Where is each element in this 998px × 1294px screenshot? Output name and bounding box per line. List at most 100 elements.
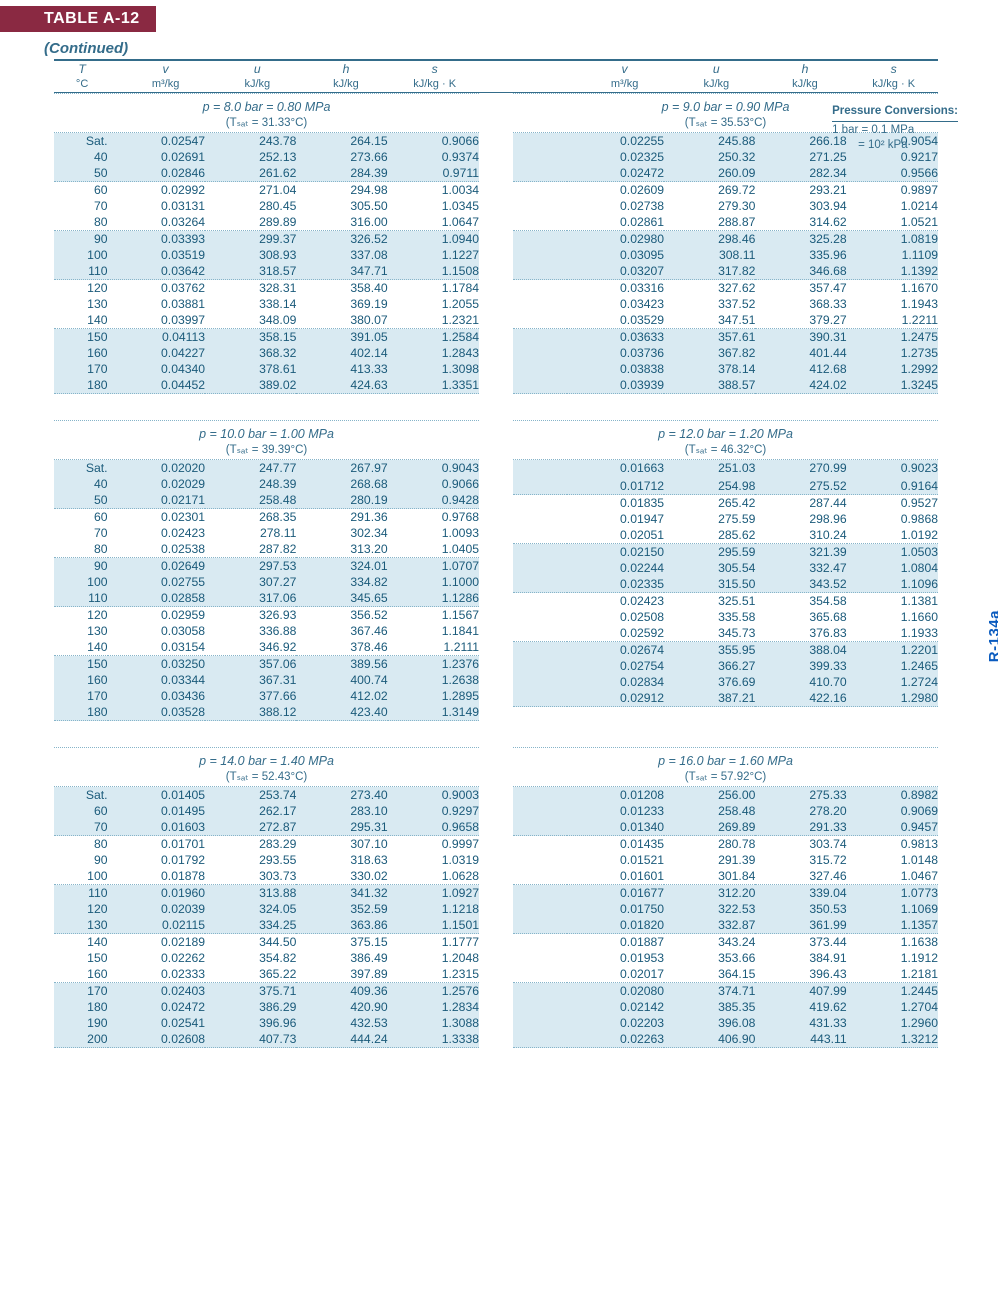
table-row: 0.03316327.62357.471.1670 xyxy=(513,280,938,297)
table-row: 1200.02039324.05352.591.1218 xyxy=(54,901,479,917)
table-row: 1200.02959326.93356.521.1567 xyxy=(54,607,479,624)
table-row: 0.02861288.87314.621.0521 xyxy=(513,214,938,231)
table-row: 0.01340269.89291.330.9457 xyxy=(513,819,938,836)
table-row: 1000.01878303.73330.021.0628 xyxy=(54,868,479,885)
col-s: s xyxy=(390,61,479,77)
table-row: 800.02538287.82313.201.0405 xyxy=(54,541,479,558)
table-row: 0.02980298.46325.281.0819 xyxy=(513,231,938,248)
table-row: 1300.03881338.14369.191.2055 xyxy=(54,296,479,312)
table-row: 1600.02333365.22397.891.2315 xyxy=(54,966,479,983)
conversions-title: Pressure Conversions: xyxy=(832,104,958,122)
table-row: 0.03838378.14412.681.2992 xyxy=(513,361,938,377)
table-row: 1300.02115334.25363.861.1501 xyxy=(54,917,479,934)
table-row: 0.03529347.51379.271.2211 xyxy=(513,312,938,329)
table-row: 0.02423325.51354.581.1381 xyxy=(513,593,938,610)
table-row: 500.02846261.62284.390.9711 xyxy=(54,165,479,182)
table-row: 0.02335315.50343.521.1096 xyxy=(513,576,938,593)
table-row: 900.03393299.37326.521.0940 xyxy=(54,231,479,248)
table-row: 0.02150295.59321.391.0503 xyxy=(513,544,938,561)
table-row: 900.02649297.53324.011.0707 xyxy=(54,558,479,575)
pressure-heading: p = 8.0 bar = 0.80 MPa xyxy=(54,93,479,115)
refrigerant-label: R-134a xyxy=(986,610,998,662)
tsat-heading: (Tₛₐₜ = 57.92°C) xyxy=(513,769,938,787)
table-row: 0.02203396.08431.331.2960 xyxy=(513,1015,938,1031)
table-row: 600.02992271.04294.981.0034 xyxy=(54,182,479,199)
table-row: 600.02301268.35291.360.9768 xyxy=(54,509,479,526)
table-row: 0.02834376.69410.701.2724 xyxy=(513,674,938,690)
data-blocks: p = 8.0 bar = 0.80 MPa(Tₛₐₜ = 31.33°C)Sa… xyxy=(54,93,938,1048)
table-row: 800.01701283.29307.100.9997 xyxy=(54,836,479,853)
table-row: 1800.03528388.12423.401.3149 xyxy=(54,704,479,721)
table-row: 0.02263406.90443.111.3212 xyxy=(513,1031,938,1048)
table-row: 1100.02858317.06345.651.1286 xyxy=(54,590,479,607)
conversions-line1: 1 bar = 0.1 MPa xyxy=(832,124,914,136)
table-row: 0.02754366.27399.331.2465 xyxy=(513,658,938,674)
table-row: 0.02508335.58365.681.1660 xyxy=(513,609,938,625)
table-row: 500.02171258.48280.190.9428 xyxy=(54,492,479,509)
table-row: 0.01435280.78303.740.9813 xyxy=(513,836,938,853)
table-row: 1400.03997348.09380.071.2321 xyxy=(54,312,479,329)
table-row: 0.01208256.00275.330.8982 xyxy=(513,787,938,803)
col-h: h xyxy=(302,61,391,77)
table-row: 800.03264289.89316.001.0647 xyxy=(54,214,479,231)
col-u: u xyxy=(213,61,302,77)
table-row: 0.02592345.73376.831.1933 xyxy=(513,625,938,642)
table-row: 0.01953353.66384.911.1912 xyxy=(513,950,938,966)
table-row: 0.01601301.84327.461.0467 xyxy=(513,868,938,885)
table-row: 0.03736367.82401.441.2735 xyxy=(513,345,938,361)
property-table: Sat.0.02547243.78264.150.9066400.0269125… xyxy=(54,133,479,394)
pressure-conversions-box: Pressure Conversions: 1 bar = 0.1 MPa = … xyxy=(832,104,958,154)
table-row: 1800.04452389.02424.631.3351 xyxy=(54,377,479,394)
tsat-heading: (Tₛₐₜ = 39.39°C) xyxy=(54,442,479,460)
table-row: 1300.03058336.88367.461.1841 xyxy=(54,623,479,639)
table-row: 0.01835265.42287.440.9527 xyxy=(513,495,938,512)
table-row: 700.03131280.45305.501.0345 xyxy=(54,198,479,214)
table-row: 0.01712254.98275.520.9164 xyxy=(513,478,938,495)
table-row: 1700.04340378.61413.331.3098 xyxy=(54,361,479,377)
table-row: 1800.02472386.29420.901.2834 xyxy=(54,999,479,1015)
table-row: 1700.03436377.66412.021.2895 xyxy=(54,688,479,704)
conversions-line2: = 10² kPa xyxy=(832,139,908,151)
table-row: 1100.03642318.57347.711.1508 xyxy=(54,263,479,280)
table-row: 400.02029248.39268.680.9066 xyxy=(54,476,479,492)
table-row: 0.02609269.72293.210.9897 xyxy=(513,182,938,199)
property-table: 0.02255245.88266.180.90540.02325250.3227… xyxy=(513,133,938,394)
table-row: 1100.01960313.88341.321.0927 xyxy=(54,885,479,902)
table-row: 0.02017364.15396.431.2181 xyxy=(513,966,938,983)
col-v: v xyxy=(118,61,213,77)
header-row: Tvuhs °Cm³/kgkJ/kgkJ/kgkJ/kg · K vuhs m³… xyxy=(54,59,938,92)
table-row: 1600.04227368.32402.141.2843 xyxy=(54,345,479,361)
tsat-heading: (Tₛₐₜ = 46.32°C) xyxy=(513,442,938,460)
table-row: Sat.0.02547243.78264.150.9066 xyxy=(54,133,479,149)
table-row: 1400.03154346.92378.461.2111 xyxy=(54,639,479,656)
table-row: 0.02674355.95388.041.2201 xyxy=(513,642,938,659)
table-row: 0.01521291.39315.721.0148 xyxy=(513,852,938,868)
table-row: 0.01947275.59298.960.9868 xyxy=(513,511,938,527)
property-table: 0.01663251.03270.990.9023 0.01712254.9827… xyxy=(513,460,938,707)
pressure-heading: p = 12.0 bar = 1.20 MPa xyxy=(513,420,938,442)
table-row: 0.03423337.52368.331.1943 xyxy=(513,296,938,312)
pressure-heading: p = 16.0 bar = 1.60 MPa xyxy=(513,747,938,769)
page: TABLE A-12 (Continued) Pressure Conversi… xyxy=(0,0,998,1294)
tsat-heading: (Tₛₐₜ = 31.33°C) xyxy=(54,115,479,133)
pressure-heading: p = 14.0 bar = 1.40 MPa xyxy=(54,747,479,769)
table-row: 0.02912387.21422.161.2980 xyxy=(513,690,938,707)
table-row: 400.02691252.13273.660.9374 xyxy=(54,149,479,165)
property-table: 0.01208256.00275.330.89820.01233258.4827… xyxy=(513,787,938,1048)
pressure-heading: p = 10.0 bar = 1.00 MPa xyxy=(54,420,479,442)
table-row: 0.02051285.62310.241.0192 xyxy=(513,527,938,544)
table-row: Sat.0.02020247.77267.970.9043 xyxy=(54,460,479,476)
table-row: 0.02472260.09282.340.9566 xyxy=(513,165,938,182)
property-table: Sat.0.01405253.74273.400.9003600.0149526… xyxy=(54,787,479,1048)
table-row: 0.01820332.87361.991.1357 xyxy=(513,917,938,934)
table-row: 700.01603272.87295.310.9658 xyxy=(54,819,479,836)
table-row: 600.01495262.17283.100.9297 xyxy=(54,803,479,819)
table-row: 1500.04113358.15391.051.2584 xyxy=(54,329,479,346)
table-row: 0.01887343.24373.441.1638 xyxy=(513,934,938,951)
table-row: 900.01792293.55318.631.0319 xyxy=(54,852,479,868)
table-row: 0.01663251.03270.990.9023 xyxy=(513,460,938,476)
table-row: 1600.03344367.31400.741.2638 xyxy=(54,672,479,688)
table-row: 0.01233258.48278.200.9069 xyxy=(513,803,938,819)
table-row: 0.02244305.54332.471.0804 xyxy=(513,560,938,576)
table-row: 1200.03762328.31358.401.1784 xyxy=(54,280,479,297)
